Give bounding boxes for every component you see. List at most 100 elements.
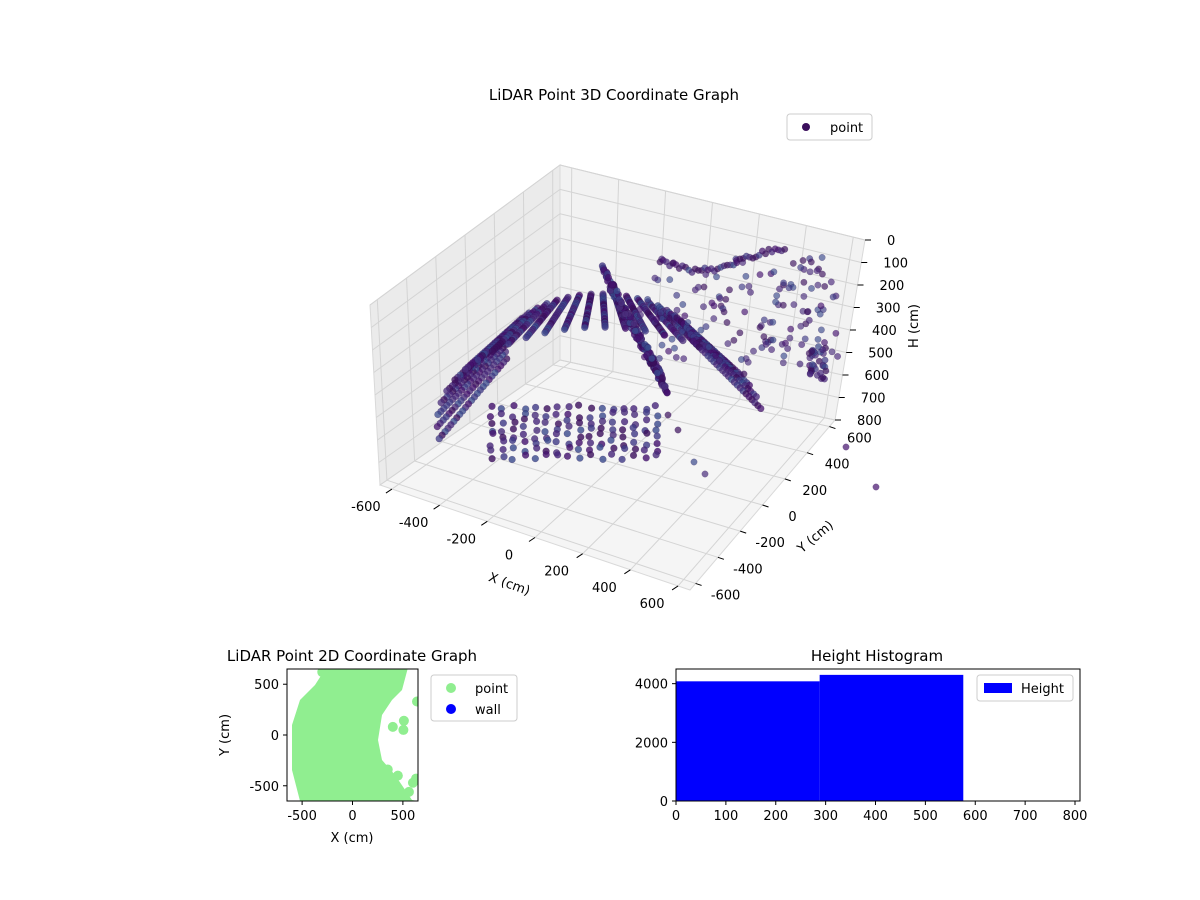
point-3d — [756, 271, 764, 279]
point-3d — [621, 310, 630, 318]
grid-z-back — [559, 359, 836, 421]
x-tick-mark-3d — [671, 585, 679, 591]
point-3d — [488, 419, 496, 428]
point-3d — [637, 311, 644, 319]
point-3d — [521, 437, 529, 446]
point-3d — [726, 286, 733, 294]
point-3d — [803, 308, 811, 316]
y-tick-mark-3d — [717, 556, 725, 560]
point-3d — [586, 450, 595, 459]
point-2d — [411, 696, 418, 707]
point-3d — [817, 369, 824, 377]
point-3d — [801, 335, 809, 343]
grid-z-back — [559, 335, 839, 398]
point-2d — [382, 764, 393, 775]
x-tick-label-histogram: 0 — [672, 809, 680, 824]
z-tick-label-3d: 500 — [868, 347, 893, 362]
point-3d — [533, 444, 541, 452]
x-tick-mark-3d — [433, 504, 440, 510]
point-3d — [510, 401, 518, 410]
z-tick-label-3d: 800 — [857, 414, 882, 429]
x-tick-label-3d: 0 — [505, 549, 513, 564]
point-3d — [679, 301, 687, 308]
legend-2d-wall-marker — [446, 704, 456, 714]
point-3d — [566, 443, 574, 452]
point-3d — [762, 340, 770, 348]
point-3d — [821, 356, 829, 364]
grid-z-back — [559, 164, 866, 241]
point-3d — [760, 333, 768, 341]
point-3d — [805, 316, 813, 324]
legend-3d-point-marker — [802, 123, 810, 131]
x-axis-label-2d: X (cm) — [331, 831, 374, 846]
point-3d — [747, 288, 754, 296]
grid-y-floor — [552, 364, 830, 428]
plot-2d-title: LiDAR Point 2D Coordinate Graph — [227, 647, 477, 665]
grid-y-floor — [414, 460, 719, 558]
y-tick-label-histogram: 2000 — [635, 736, 668, 751]
point-3d — [633, 335, 642, 343]
point-3d — [776, 285, 783, 293]
point-3d — [722, 295, 730, 303]
point-3d — [630, 319, 638, 328]
x-tick-label-histogram: 600 — [963, 809, 988, 824]
point-3d — [586, 414, 594, 422]
point-3d — [613, 287, 621, 295]
y-tick-label-3d: -400 — [733, 562, 763, 577]
y-tick-mark-3d — [829, 426, 836, 430]
point-3d — [541, 428, 549, 436]
point-3d — [674, 426, 682, 434]
y-tick-mark-3d — [695, 582, 702, 586]
y-tick-label-2d: -500 — [249, 780, 279, 795]
legend-2d: point wall — [430, 674, 518, 722]
point-3d — [509, 425, 518, 433]
grid-y-floor — [386, 479, 696, 584]
point-3d — [574, 401, 583, 409]
point-3d — [741, 308, 749, 316]
point-3d — [779, 301, 787, 309]
point-3d — [821, 282, 829, 290]
point-3d — [607, 450, 616, 458]
x-tick-mark-3d — [624, 569, 631, 575]
point-3d — [658, 374, 666, 382]
point-2d — [407, 777, 418, 788]
point-3d — [712, 351, 720, 359]
point-3d — [598, 417, 607, 425]
point-3d — [587, 404, 596, 412]
point-3d — [651, 401, 659, 410]
point-3d — [565, 422, 573, 430]
grid-y-floor — [525, 383, 808, 454]
point-3d — [720, 308, 728, 316]
point-3d — [552, 438, 560, 446]
point-3d — [808, 361, 816, 369]
point-3d — [574, 445, 583, 454]
point-3d — [814, 281, 822, 289]
point-3d — [599, 455, 607, 463]
point-3d — [644, 343, 652, 351]
y-tick-label-3d: 200 — [802, 484, 827, 499]
x-tick-label-2d: 500 — [390, 809, 415, 824]
point-3d — [796, 360, 804, 368]
point-3d — [655, 354, 663, 362]
point-3d — [816, 310, 824, 318]
point-3d — [807, 258, 815, 266]
point-3d — [541, 329, 549, 337]
point-3d — [511, 418, 519, 426]
point-3d — [797, 322, 805, 330]
point-3d — [596, 429, 604, 438]
point-3d — [762, 250, 770, 258]
point-3d — [806, 268, 814, 276]
x-tick-label-3d: 400 — [592, 581, 617, 596]
point-3d — [608, 418, 617, 426]
point-3d — [660, 331, 668, 339]
point-3d — [474, 356, 482, 364]
point-3d — [531, 454, 539, 463]
point-3d — [488, 402, 496, 410]
point-3d — [673, 306, 681, 314]
point-3d — [705, 343, 713, 351]
x-tick-label-histogram: 500 — [913, 809, 938, 824]
point-3d — [716, 294, 724, 302]
point-3d — [533, 426, 541, 435]
point-3d — [629, 423, 637, 432]
ticks-histogram: 0 100 200 300 400 500 600 700 800 0 2000 4000 — [635, 678, 1088, 824]
